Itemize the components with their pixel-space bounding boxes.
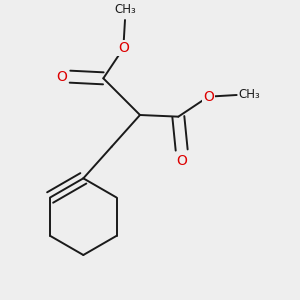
Text: CH₃: CH₃ (114, 3, 136, 16)
Text: O: O (56, 70, 67, 84)
Text: CH₃: CH₃ (238, 88, 260, 101)
Text: O: O (118, 41, 129, 55)
Text: O: O (176, 154, 187, 168)
Text: O: O (203, 90, 214, 104)
